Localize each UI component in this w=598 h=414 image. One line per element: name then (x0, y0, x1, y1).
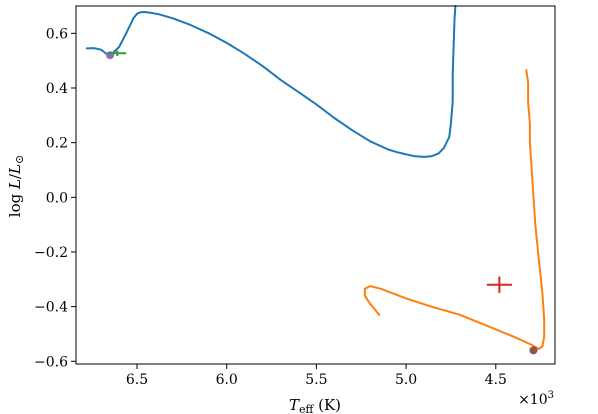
y-tick-label: −0.2 (34, 245, 68, 261)
y-tick-label: −0.6 (34, 354, 68, 370)
marker-errorbar-2 (108, 50, 127, 57)
x-axis: 6.5 6.0 5.5 5.0 4.5 (126, 364, 507, 388)
series-line-2 (363, 69, 546, 350)
x-tick-label: 5.0 (395, 372, 417, 388)
marker-errorbar-3 (486, 276, 512, 293)
y-axis-label: log L/L⊙ (6, 155, 26, 217)
x-axis-label: Teff (K) (289, 396, 341, 414)
marker-dot-4 (529, 346, 538, 355)
y-tick-label: 0.2 (46, 136, 68, 152)
y-tick-label: −0.4 (34, 300, 68, 316)
y-tick-label: 0.0 (46, 190, 68, 206)
x-tick-label: 4.5 (485, 372, 507, 388)
series-line-1 (85, 5, 457, 158)
x-tick-label: 5.5 (305, 372, 327, 388)
x-axis-multiplier: ×103 (518, 390, 554, 408)
y-tick-label: 0.4 (46, 81, 68, 97)
y-tick-label: 0.6 (46, 26, 68, 42)
x-tick-label: 6.0 (216, 372, 238, 388)
plot-frame (75, 5, 556, 365)
y-axis: 0.6 0.4 0.2 0.0 −0.2 −0.4 −0.6 (34, 26, 76, 370)
plot-area (85, 5, 546, 355)
x-tick-label: 6.5 (126, 372, 148, 388)
